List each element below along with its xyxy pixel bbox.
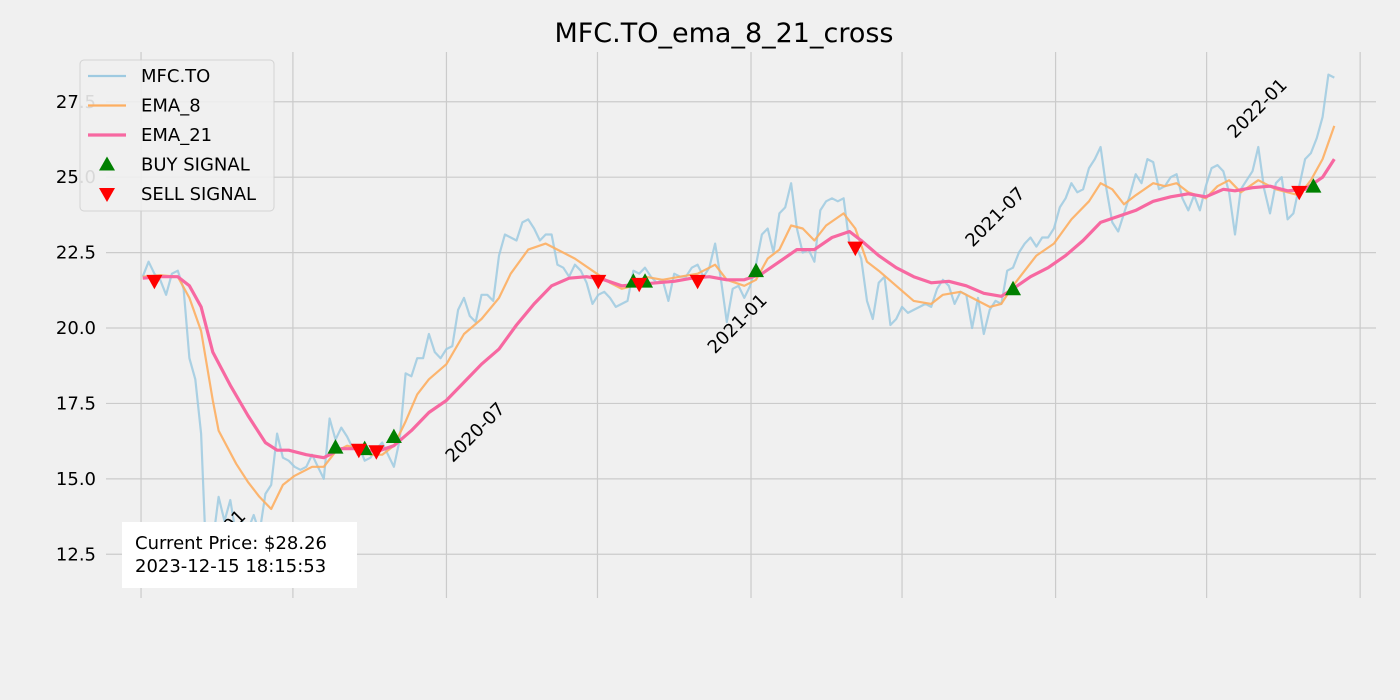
y-tick-label: 15.0 (56, 469, 96, 490)
y-tick-label: 17.5 (56, 393, 96, 414)
y-tick-layer: 12.515.017.520.022.525.027.5 (56, 92, 96, 565)
buy-signal-marker (1305, 178, 1322, 193)
y-tick-label: 20.0 (56, 318, 96, 339)
sell-signal-marker (689, 274, 706, 290)
legend-swatch-buy (99, 156, 115, 171)
marker-layer (146, 178, 1322, 460)
sell-signal-marker (631, 277, 648, 293)
y-tick-label: 12.5 (56, 544, 96, 565)
sell-signal-marker (368, 445, 385, 460)
sell-signal-marker (1291, 185, 1308, 201)
y-tick-label: 22.5 (56, 243, 96, 264)
current-price-box-bg (122, 522, 357, 588)
buy-signal-marker (327, 439, 344, 454)
current-price-text: Current Price: $28.26 (135, 533, 327, 554)
legend: MFC.TO EMA_8 EMA_21 BUY SIGNAL SELL SIGNAL (79, 59, 275, 212)
legend-label-sell: SELL SIGNAL (141, 184, 256, 205)
sell-signal-marker (350, 443, 367, 459)
chart-title: MFC.TO_ema_8_21_cross (554, 18, 893, 49)
legend-box (79, 59, 275, 212)
legend-swatch-sell (99, 188, 115, 202)
current-timestamp-text: 2023-12-15 18:15:53 (135, 556, 326, 577)
legend-label-buy: BUY SIGNAL (141, 155, 250, 176)
legend-items: MFC.TO EMA_8 EMA_21 BUY SIGNAL SELL SIGNAL (88, 66, 256, 205)
sell-signal-marker (590, 274, 607, 290)
series-line-ema21 (142, 158, 1336, 460)
buy-signal-marker (1005, 280, 1022, 296)
buy-signal-marker (748, 262, 765, 278)
legend-label-ema8: EMA_8 (141, 96, 201, 117)
plot-background (106, 52, 1376, 598)
sell-signal-marker (847, 241, 864, 257)
series-layer (141, 73, 1336, 580)
sell-signal-marker (146, 274, 163, 290)
legend-label-price: MFC.TO (141, 66, 210, 87)
current-price-box: Current Price: $28.26 2023-12-15 18:15:5… (122, 522, 357, 588)
legend-label-ema21: EMA_21 (141, 125, 212, 146)
buy-signal-marker (385, 428, 402, 444)
series-line-ema8 (142, 125, 1336, 511)
series-line-price (141, 73, 1335, 580)
